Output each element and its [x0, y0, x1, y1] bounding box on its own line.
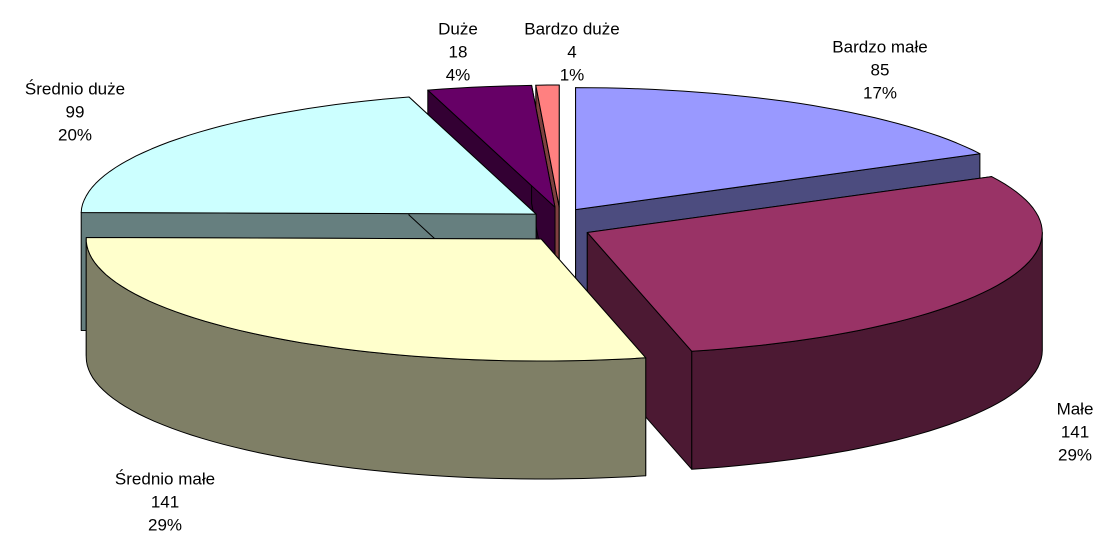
data-label-value: 141 — [151, 492, 179, 511]
slice — [80, 96, 537, 215]
data-label-value: 4 — [567, 42, 576, 61]
data-label-name: Duże — [438, 19, 478, 38]
data-label-percent: 20% — [58, 125, 92, 144]
data-label-name: Małe — [1057, 399, 1094, 418]
data-label-percent: 1% — [560, 65, 585, 84]
data-label-value: 99 — [66, 102, 85, 121]
data-label-value: 85 — [871, 60, 890, 79]
slice — [427, 84, 556, 208]
data-label-name: Bardzo duże — [524, 19, 619, 38]
data-label-name: Średnio małe — [115, 469, 215, 488]
slice — [586, 176, 1043, 352]
slice — [535, 84, 560, 208]
slice — [575, 87, 981, 211]
data-label-percent: 29% — [148, 515, 182, 534]
data-label-percent: 4% — [446, 65, 471, 84]
data-label-value: 141 — [1061, 422, 1089, 441]
data-label-percent: 29% — [1058, 445, 1092, 464]
data-label-name: Średnio duże — [25, 79, 125, 98]
data-label-value: 18 — [449, 42, 468, 61]
slice — [85, 237, 647, 362]
data-label-name: Bardzo małe — [832, 37, 927, 56]
data-label-percent: 17% — [863, 83, 897, 102]
